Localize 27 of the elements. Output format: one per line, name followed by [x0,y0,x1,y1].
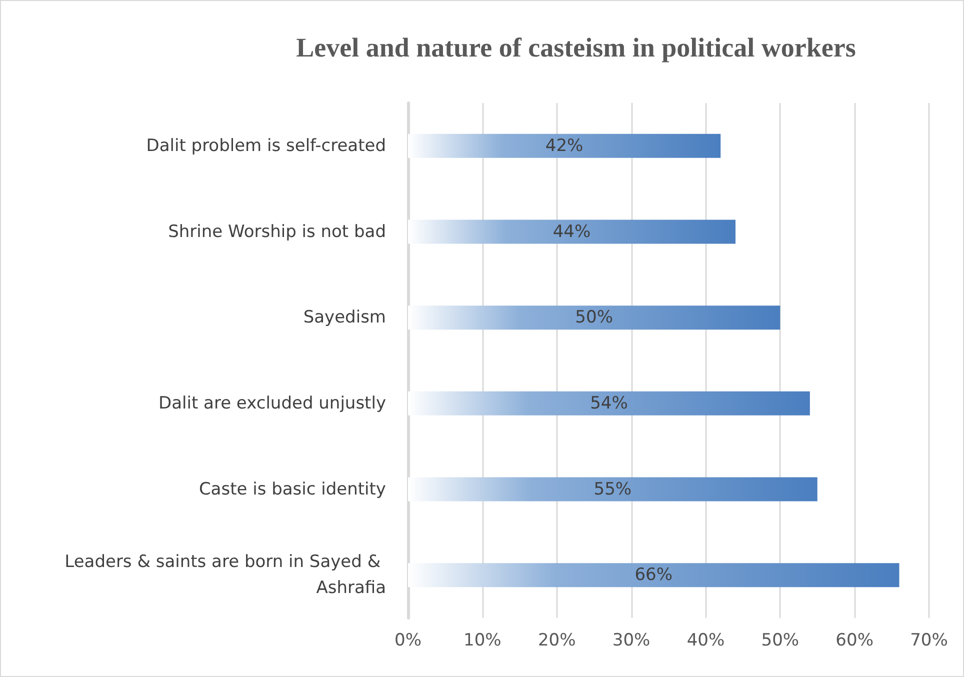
data-label: 54% [590,393,628,414]
data-label: 50% [575,308,613,328]
data-label: 42% [545,136,584,156]
bar [408,563,900,588]
y-tick-label: Caste is basic identity [198,479,386,500]
x-tick-label: 60% [836,630,874,650]
chart-title: Level and nature of casteism in political workers [296,32,856,62]
data-label: 44% [552,222,591,242]
bar [408,391,810,416]
x-tick-label: 70% [910,630,948,650]
x-tick-label: 20% [538,630,576,650]
x-tick-label: 10% [464,630,502,650]
data-label: 66% [634,565,673,586]
y-tick-label: Shrine Worship is not bad [168,222,386,242]
y-tick-label: Leaders & saints are born in Sayed & Ashrafia [64,552,386,598]
y-tick-label: Sayedism [303,308,386,328]
x-tick-label: 50% [761,630,800,650]
x-tick-label: 0% [394,630,422,650]
bar [408,134,721,158]
y-tick-label: Dalit problem is self-created [146,136,386,156]
x-tick-label: 30% [612,630,650,650]
bar [408,477,818,502]
y-tick-label: Dalit are excluded unjustly [158,393,386,414]
bar [408,306,780,330]
data-label: 55% [594,479,632,500]
x-tick-label: 40% [686,630,725,650]
bar [408,220,736,244]
